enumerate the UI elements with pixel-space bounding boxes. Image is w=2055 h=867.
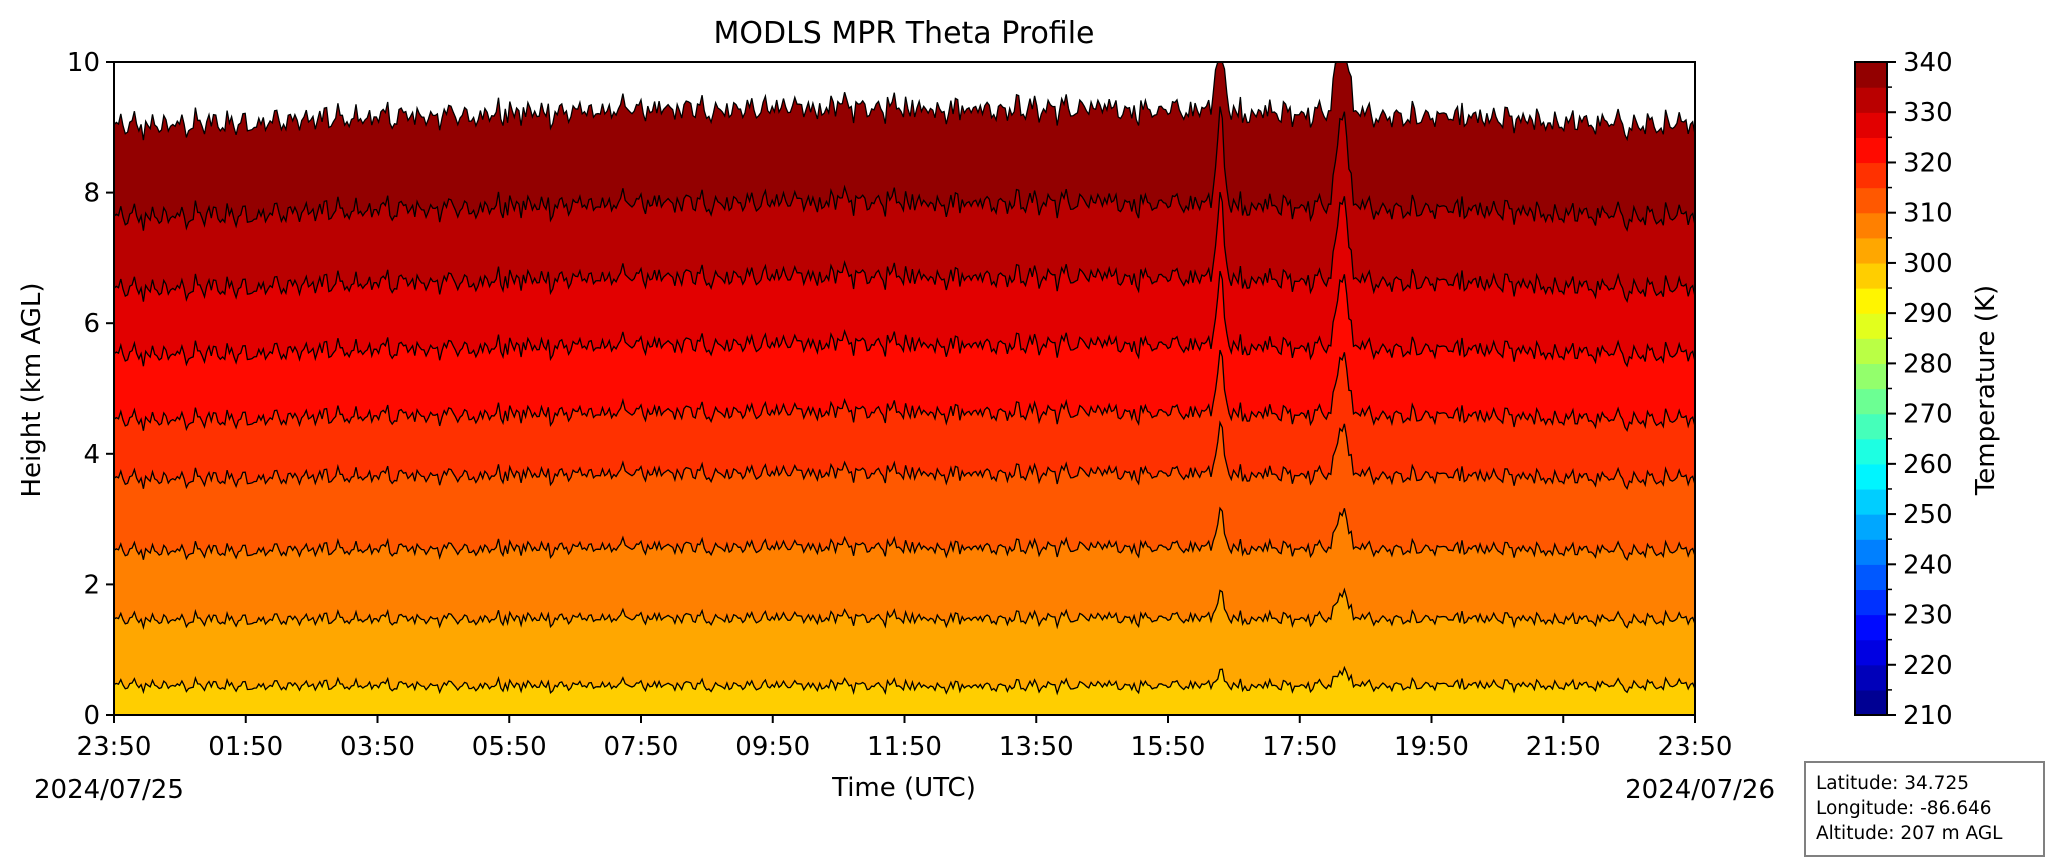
colorbar-tick-label: 240 — [1903, 550, 1953, 580]
colorbar-tick-label: 330 — [1903, 98, 1953, 128]
plot-area — [113, 61, 1696, 716]
colorbar-segment — [1855, 488, 1887, 515]
y-axis-label: Height (km AGL) — [17, 282, 47, 497]
x-tick-label: 13:50 — [999, 732, 1074, 762]
contour-line-330 — [113, 191, 1696, 303]
colorbar-segment — [1855, 388, 1887, 415]
colorbar-segment — [1855, 564, 1887, 591]
x-tick-label: 15:50 — [1131, 732, 1206, 762]
colorbar-segment — [1855, 62, 1887, 88]
contour-line-310 — [113, 506, 1696, 561]
colorbar-tick-label: 270 — [1903, 400, 1953, 430]
station-latitude: Latitude: 34.725 — [1816, 773, 1969, 794]
x-tick-label: 11:50 — [867, 732, 942, 762]
x-tick-label: 05:50 — [472, 732, 547, 762]
x-tick-label: 07:50 — [604, 732, 679, 762]
y-tick-label: 10 — [67, 48, 100, 78]
colorbar-segment — [1855, 313, 1887, 339]
x-axis-label: Time (UTC) — [831, 773, 976, 803]
x-axis: 23:50 01:50 03:50 05:50 07:50 09:50 11:50 13:50… — [77, 715, 1733, 762]
colorbar-segment — [1855, 539, 1887, 565]
contour-line-340 — [113, 61, 1696, 142]
colorbar-tick-label: 260 — [1903, 450, 1953, 480]
colorbar-segment — [1855, 639, 1887, 666]
colorbar-segment — [1855, 288, 1887, 314]
colorbar-tick-label: 210 — [1903, 701, 1953, 731]
colorbar-segment — [1855, 664, 1887, 691]
x-tick-label: 01:50 — [208, 732, 283, 762]
colorbar-segment — [1855, 338, 1887, 364]
colorbar-label: Temperature (K) — [1971, 285, 2001, 496]
contour-line-305 — [113, 587, 1696, 630]
x-tick-label: 21:50 — [1526, 732, 1601, 762]
colorbar-tick-label: 310 — [1903, 199, 1953, 229]
colorbar-segment — [1855, 137, 1887, 164]
colorbar-tick-label: 320 — [1903, 148, 1953, 178]
colorbar-tick-label: 340 — [1903, 48, 1953, 78]
colorbar-tick-label: 280 — [1903, 349, 1953, 379]
x-tick-label: 19:50 — [1394, 732, 1469, 762]
x-tick-label: 23:50 — [77, 732, 152, 762]
colorbar-segment — [1855, 614, 1887, 641]
colorbar-segment — [1855, 589, 1887, 616]
y-tick-label: 0 — [83, 701, 100, 731]
y-axis: 0 2 4 6 8 10 — [67, 48, 114, 731]
colorbar-segment — [1855, 162, 1887, 189]
colorbar-segment — [1855, 237, 1887, 264]
colorbar-segment — [1855, 187, 1887, 214]
x-tick-label: 17:50 — [1262, 732, 1337, 762]
y-tick-label: 4 — [83, 440, 100, 470]
colorbar-segment — [1855, 87, 1887, 113]
x-tick-label: 03:50 — [340, 732, 415, 762]
colorbar-tick-label: 230 — [1903, 601, 1953, 631]
contour-line-320 — [113, 349, 1696, 433]
contour-line-335 — [113, 106, 1696, 232]
x-tick-label: 09:50 — [735, 732, 810, 762]
colorbar-segment — [1855, 112, 1887, 138]
station-info-box: Latitude: 34.725 Longitude: -86.646 Alti… — [1804, 761, 2045, 857]
colorbar: 210 220 230 240 250 260 270 280 290 300 310 320 330 3… — [1854, 48, 1953, 731]
colorbar-tick-label: 220 — [1903, 651, 1953, 681]
colorbar-segment — [1855, 262, 1887, 289]
contour-line-300 — [113, 665, 1696, 696]
x-tick-label: 23:50 — [1658, 732, 1733, 762]
colorbar-segment — [1855, 212, 1887, 239]
contour-line-325 — [113, 270, 1696, 368]
contour-line-315 — [113, 420, 1696, 491]
station-longitude: Longitude: -86.646 — [1816, 798, 1992, 819]
colorbar-segment — [1855, 363, 1887, 390]
colorbar-segment — [1855, 514, 1887, 540]
colorbar-segment — [1855, 413, 1887, 440]
chart-title: MODLS MPR Theta Profile — [713, 16, 1094, 51]
colorbar-tick-label: 250 — [1903, 500, 1953, 530]
start-date-label: 2024/07/25 — [34, 775, 184, 805]
station-altitude: Altitude: 207 m AGL — [1816, 823, 2003, 844]
colorbar-tick-label: 300 — [1903, 249, 1953, 279]
end-date-label: 2024/07/26 — [1625, 775, 1775, 805]
y-tick-label: 2 — [83, 570, 100, 600]
colorbar-segment — [1855, 438, 1887, 465]
y-tick-label: 8 — [83, 179, 100, 209]
y-tick-label: 6 — [83, 309, 100, 339]
colorbar-segment — [1855, 463, 1887, 490]
colorbar-tick-label: 290 — [1903, 299, 1953, 329]
colorbar-segment — [1855, 689, 1887, 716]
